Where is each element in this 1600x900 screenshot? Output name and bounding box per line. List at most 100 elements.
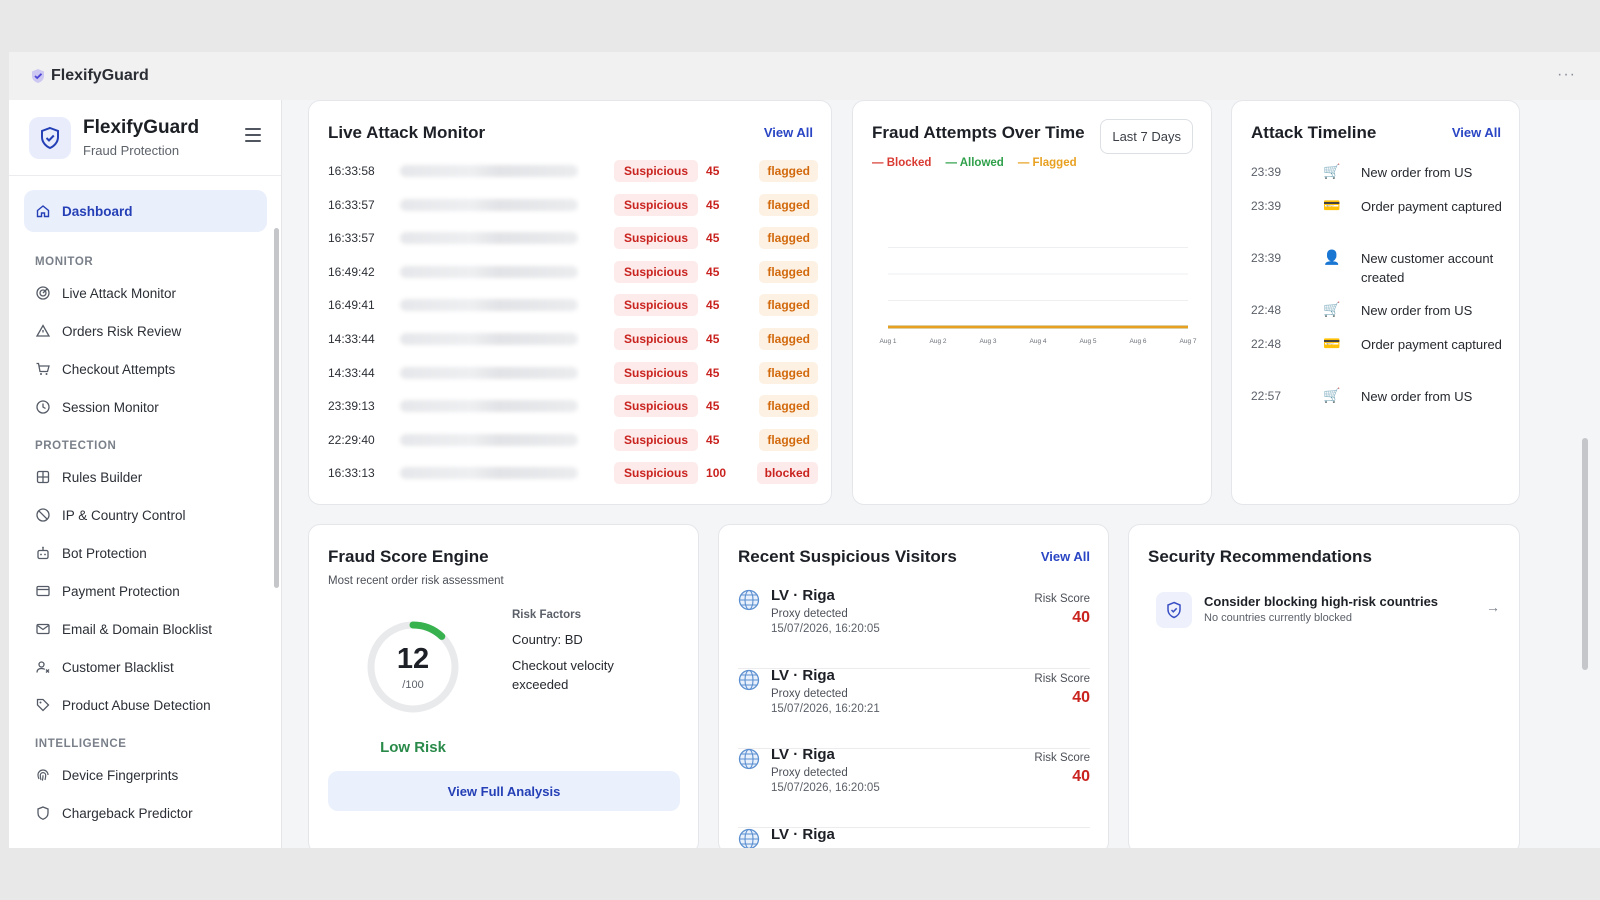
- card-title: Recent Suspicious Visitors: [738, 547, 957, 566]
- attack-row[interactable]: 14:33:44 Suspicious 45 flagged: [328, 361, 818, 385]
- page-scrollbar[interactable]: [1582, 438, 1588, 670]
- visitor-row[interactable]: LV · Riga Proxy detected 15/07/2026, 16:20…: [738, 746, 1090, 828]
- attack-time: 16:33:58: [328, 164, 375, 178]
- risk-score-gauge: [367, 621, 459, 713]
- attack-row[interactable]: 16:33:58 Suspicious 45 flagged: [328, 159, 818, 183]
- visitor-timestamp: 15/07/2026, 16:20:05: [771, 623, 880, 635]
- risk-level-label: Low Risk: [380, 739, 446, 756]
- attack-time: 22:29:40: [328, 432, 375, 447]
- timeline-time: 23:39: [1251, 199, 1282, 213]
- attack-row[interactable]: 16:49:42 Suspicious 45 flagged: [328, 260, 818, 284]
- card-title: Fraud Score Engine: [328, 547, 489, 566]
- sidebar-item-orders-risk-review[interactable]: Orders Risk Review: [24, 312, 267, 350]
- sidebar-item-label: Rules Builder: [62, 469, 143, 485]
- attack-score: 45: [706, 365, 720, 380]
- cart-icon: 🛒: [1323, 387, 1341, 403]
- risk-score-max: /100: [402, 679, 424, 691]
- timeline-item[interactable]: 22:48 🛒 New order from US: [1251, 301, 1511, 320]
- sidebar-item-label: Live Attack Monitor: [62, 285, 177, 301]
- timeline-item[interactable]: 23:39 💳 Order payment captured: [1251, 197, 1511, 216]
- sidebar-item-dashboard[interactable]: Dashboard: [24, 190, 267, 232]
- arrow-right-icon: →: [1486, 599, 1500, 615]
- card-title: Live Attack Monitor: [328, 123, 486, 142]
- attack-row[interactable]: 16:33:57 Suspicious 45 flagged: [328, 193, 818, 217]
- redacted-details: [400, 232, 578, 245]
- nav-section-title: MONITOR: [35, 256, 94, 268]
- visitor-location: LV · Riga: [771, 666, 835, 684]
- attack-score: 45: [706, 264, 720, 279]
- status-badge: flagged: [759, 395, 818, 418]
- globe-icon: [738, 828, 760, 848]
- sidebar-item-checkout-attempts[interactable]: Checkout Attempts: [24, 350, 267, 388]
- more-options-icon[interactable]: ···: [1557, 66, 1576, 83]
- visitor-row[interactable]: LV · Riga: [738, 826, 1090, 848]
- fraud-attempts-card: Fraud Attempts Over Time Last 7 Days — B…: [852, 100, 1212, 505]
- visitor-row[interactable]: LV · Riga Proxy detected 15/07/2026, 16:20…: [738, 587, 1090, 669]
- title-bar: FlexifyGuard ···: [9, 52, 1600, 100]
- timeline-item[interactable]: 22:48 💳 Order payment captured: [1251, 335, 1511, 354]
- recommendation-item[interactable]: Consider blocking high-risk countries No…: [1148, 587, 1500, 631]
- brand-subtitle: Fraud Protection: [83, 143, 180, 158]
- threat-badge: Suspicious: [614, 361, 699, 384]
- sidebar-item-live-attack-monitor[interactable]: Live Attack Monitor: [24, 274, 267, 312]
- sidebar-item-customer-blacklist[interactable]: Customer Blacklist: [24, 648, 267, 686]
- attack-score: 45: [706, 432, 720, 447]
- attack-score: 45: [706, 332, 720, 346]
- menu-toggle-icon[interactable]: [245, 128, 261, 142]
- attack-row[interactable]: 16:49:41 Suspicious 45 flagged: [328, 293, 818, 317]
- attack-row[interactable]: 16:33:13 Suspicious 100 blocked: [328, 461, 818, 485]
- sidebar-item-label: Bot Protection: [62, 545, 147, 561]
- tag-icon: [36, 698, 50, 712]
- sidebar-item-rules-builder[interactable]: Rules Builder: [24, 458, 267, 496]
- suspicious-visitors-card: Recent Suspicious Visitors View All LV ·…: [718, 524, 1109, 848]
- view-all-link[interactable]: View All: [763, 125, 813, 140]
- timeline-item[interactable]: 23:39 👤 New customer account created: [1251, 249, 1511, 287]
- threat-badge: Suspicious: [614, 462, 699, 485]
- view-all-link[interactable]: View All: [1040, 549, 1090, 564]
- attack-time: 23:39:13: [328, 399, 375, 414]
- attack-time: 16:49:41: [328, 298, 375, 313]
- attack-score: 45: [706, 197, 720, 212]
- attack-timeline-card: Attack Timeline View All 23:39 🛒 New order…: [1231, 100, 1520, 505]
- sidebar-item-product-abuse-detection[interactable]: Product Abuse Detection: [24, 686, 267, 724]
- nav-section-title: PROTECTION: [35, 440, 117, 452]
- warning-triangle-icon: [35, 324, 51, 337]
- sidebar: FlexifyGuard Fraud Protection Dashboard …: [9, 100, 282, 848]
- sidebar-scrollbar[interactable]: [274, 228, 279, 588]
- visitor-timestamp: 15/07/2026, 16:20:05: [771, 782, 880, 794]
- sidebar-item-session-monitor[interactable]: Session Monitor: [24, 388, 267, 426]
- attack-row[interactable]: 14:33:44 Suspicious 45 flagged: [328, 327, 818, 351]
- risk-score-value: 40: [1072, 609, 1090, 626]
- threat-badge: Suspicious: [614, 328, 699, 350]
- sidebar-item-ip-country-control[interactable]: IP & Country Control: [24, 496, 267, 534]
- visitor-row[interactable]: LV · Riga Proxy detected 15/07/2026, 16:20…: [738, 666, 1090, 749]
- date-range-button[interactable]: Last 7 Days: [1100, 119, 1193, 154]
- recommendation-title: Consider blocking high-risk countries: [1204, 594, 1439, 609]
- sidebar-item-chargeback-predictor[interactable]: Chargeback Predictor: [24, 794, 267, 832]
- attack-row[interactable]: 23:39:13 Suspicious 45 flagged: [328, 394, 818, 418]
- status-badge: flagged: [759, 294, 818, 317]
- credit-card-icon: 💳: [1323, 335, 1341, 351]
- cart-icon: 🛒: [1323, 163, 1341, 179]
- sidebar-item-bot-protection[interactable]: Bot Protection: [24, 534, 267, 572]
- timeline-item[interactable]: 22:57 🛒 New order from US: [1251, 387, 1511, 406]
- timeline-item[interactable]: 23:39 🛒 New order from US: [1251, 163, 1511, 182]
- attack-row[interactable]: 16:33:57 Suspicious 45 flagged: [328, 226, 818, 250]
- x-tick-label: Aug 1: [880, 338, 897, 345]
- redacted-details: [400, 400, 578, 413]
- sidebar-item-payment-protection[interactable]: Payment Protection: [24, 572, 267, 610]
- clock-icon: [36, 400, 50, 414]
- view-all-link[interactable]: View All: [1451, 125, 1501, 140]
- status-badge: flagged: [759, 260, 818, 283]
- sidebar-item-label: Orders Risk Review: [62, 323, 182, 339]
- view-full-analysis-button[interactable]: View Full Analysis: [328, 771, 680, 811]
- legend-blocked: — Blocked: [872, 157, 932, 169]
- status-badge: flagged: [759, 361, 818, 384]
- attack-time: 16:33:57: [328, 197, 375, 212]
- attack-row[interactable]: 22:29:40 Suspicious 45 flagged: [328, 428, 818, 452]
- x-tick-label: Aug 5: [1080, 338, 1097, 345]
- sidebar-item-device-fingerprints[interactable]: Device Fingerprints: [24, 756, 267, 794]
- visitor-location: LV · Riga: [771, 746, 835, 763]
- sidebar-item-email-domain-blocklist[interactable]: Email & Domain Blocklist: [24, 610, 267, 648]
- x-tick-label: Aug 6: [1130, 338, 1147, 345]
